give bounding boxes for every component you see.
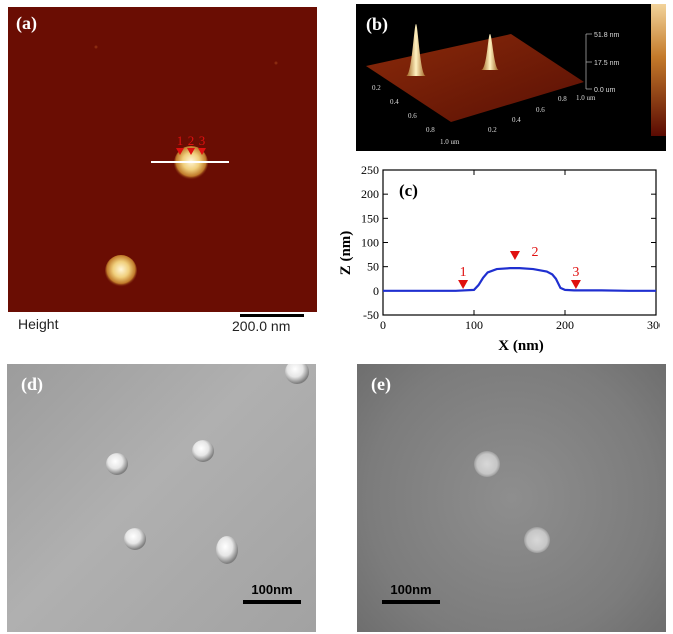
plot-frame <box>382 169 657 316</box>
panel-label-c: (c) <box>399 181 418 200</box>
particle <box>124 528 146 550</box>
sem-e-scale-bar <box>382 600 440 604</box>
afm-height-svg: 1 2 3 <box>94 45 278 287</box>
marker-triangle-3 <box>198 148 206 155</box>
profile-marker-2 <box>509 251 520 261</box>
y-axis-label: Z (nm) <box>340 231 354 276</box>
y-tick-label: 200 <box>361 187 379 201</box>
panel-label-a: (a) <box>16 13 37 33</box>
marker-label-2: 2 <box>188 133 195 148</box>
particle <box>106 453 128 475</box>
surface-plane <box>366 34 584 122</box>
panel-label-e: (e) <box>371 374 391 394</box>
profile-series-line <box>383 267 656 292</box>
particle <box>192 440 214 462</box>
particle <box>285 364 309 384</box>
afm-scale-bar <box>240 314 304 317</box>
marker-triangle-2 <box>187 148 195 155</box>
marker-label-1: 1 <box>177 133 184 148</box>
z-tick-2: 17.5 nm <box>594 60 619 67</box>
x-tick-label: 200 <box>556 318 574 332</box>
panel-label-b: (b) <box>366 14 388 34</box>
y-tick-label: 100 <box>361 236 379 250</box>
sem-d-svg: 100nm <box>106 364 309 604</box>
x-tick-5: 1.0 um <box>576 94 596 102</box>
sem-d-scale-label: 100nm <box>251 582 292 597</box>
x-axis-label: X (nm) <box>498 338 543 353</box>
z-tick-3: 0.0 um <box>594 87 616 94</box>
afm-3d-svg: 51.8 nm 17.5 nm 0.0 um 0.2 0.4 0.6 0.8 1… <box>366 4 666 146</box>
particle <box>524 527 550 553</box>
nanoparticle-2 <box>105 255 137 287</box>
profile-marker-label-1: 1 <box>460 265 467 280</box>
panel-label-d: (d) <box>21 374 43 394</box>
z-tick-1: 51.8 nm <box>594 32 619 39</box>
y-tick-4: 0.8 <box>426 126 435 134</box>
particle <box>216 536 238 564</box>
speck <box>94 45 98 49</box>
x-tick-4: 0.8 <box>558 95 567 103</box>
profile-marker-label-3: 3 <box>572 265 579 280</box>
sem-d-scale-bar <box>243 600 301 604</box>
x-tick-1: 0.2 <box>488 126 497 134</box>
particle <box>474 451 500 477</box>
x-tick-label: 100 <box>465 318 483 332</box>
y-tick-3: 0.6 <box>408 112 417 120</box>
y-tick-2: 0.4 <box>390 98 399 106</box>
y-tick-label: -50 <box>363 308 379 322</box>
y-tick-label: 150 <box>361 211 379 225</box>
profile-marker-1 <box>458 280 469 290</box>
sem-e-svg: 100nm <box>382 451 550 604</box>
y-tick-label: 0 <box>373 284 379 298</box>
marker-label-3: 3 <box>199 133 206 148</box>
x-tick-label: 0 <box>380 318 386 332</box>
afm-height-caption: Height <box>18 316 59 332</box>
speck <box>274 61 278 65</box>
y-tick-5: 1.0 um <box>440 138 460 146</box>
afm-3d-image: 51.8 nm 17.5 nm 0.0 um 0.2 0.4 0.6 0.8 1… <box>356 4 666 151</box>
height-peak-1 <box>406 24 426 76</box>
x-tick-label: 300 <box>647 318 660 332</box>
profile-marker-3 <box>570 280 581 290</box>
profile-marker-label-2: 2 <box>531 245 538 260</box>
y-tick-label: 250 <box>361 163 379 177</box>
x-tick-2: 0.4 <box>512 116 521 124</box>
height-color-bar <box>651 4 666 136</box>
marker-triangle-1 <box>176 148 184 155</box>
y-tick-1: 0.2 <box>372 84 381 92</box>
sem-image-d: 100nm (d) <box>7 364 316 632</box>
afm-scale-bar-label: 200.0 nm <box>232 318 291 334</box>
x-tick-3: 0.6 <box>536 106 545 114</box>
height-peak-2 <box>481 34 499 70</box>
sem-image-e: 100nm (e) <box>357 364 666 632</box>
y-tick-label: 50 <box>367 260 379 274</box>
afm-height-image: 1 2 3 (a) <box>8 7 317 312</box>
sem-e-scale-label: 100nm <box>390 582 431 597</box>
